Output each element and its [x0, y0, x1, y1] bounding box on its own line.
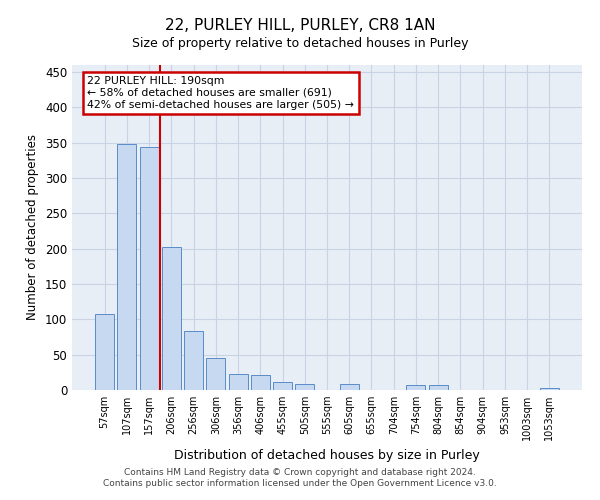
Text: 22 PURLEY HILL: 190sqm
← 58% of detached houses are smaller (691)
42% of semi-de: 22 PURLEY HILL: 190sqm ← 58% of detached… [88, 76, 354, 110]
Y-axis label: Number of detached properties: Number of detached properties [26, 134, 40, 320]
Bar [140, 147, 158, 390]
Bar [95, 314, 114, 390]
Text: 22, PURLEY HILL, PURLEY, CR8 1AN: 22, PURLEY HILL, PURLEY, CR8 1AN [165, 18, 435, 32]
Bar [162, 246, 181, 390]
Text: Size of property relative to detached houses in Purley: Size of property relative to detached ho… [132, 38, 468, 51]
Bar [206, 358, 225, 390]
Bar [273, 382, 292, 390]
Bar [118, 144, 136, 390]
Bar [251, 375, 270, 390]
Text: Contains HM Land Registry data © Crown copyright and database right 2024.
Contai: Contains HM Land Registry data © Crown c… [103, 468, 497, 487]
X-axis label: Distribution of detached houses by size in Purley: Distribution of detached houses by size … [174, 448, 480, 462]
Bar [295, 384, 314, 390]
Bar [340, 384, 359, 390]
Bar [184, 330, 203, 390]
Bar [429, 385, 448, 390]
Bar [229, 374, 248, 390]
Bar [406, 385, 425, 390]
Bar [540, 388, 559, 390]
